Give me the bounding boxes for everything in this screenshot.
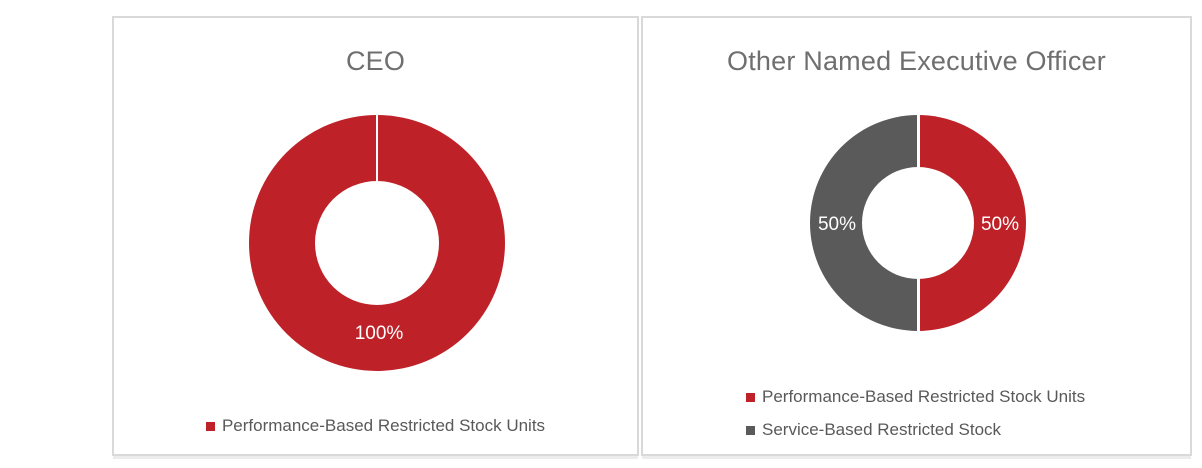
data-label-50pct-performance: 50% xyxy=(980,214,1020,235)
data-label-100pct: 100% xyxy=(354,323,404,344)
donut-chart-ceo xyxy=(249,115,505,371)
donut-hole xyxy=(862,167,974,279)
legend-label: Performance-Based Restricted Stock Units xyxy=(221,416,546,435)
legend-item-performance: Performance-Based Restricted Stock Units xyxy=(746,387,1085,407)
legend-item-performance: Performance-Based Restricted Stock Units xyxy=(205,416,546,436)
legend-item-service: Service-Based Restricted Stock xyxy=(746,420,1085,440)
legend-swatch-red xyxy=(205,421,215,431)
legend-ceo: Performance-Based Restricted Stock Units xyxy=(114,416,637,436)
donut-chart-other-neo xyxy=(810,115,1026,331)
legend-swatch-gray xyxy=(746,425,755,435)
legend-label: Service-Based Restricted Stock xyxy=(762,420,1002,439)
chart-title-other-neo: Other Named Executive Officer xyxy=(727,46,1106,76)
legend-label: Performance-Based Restricted Stock Units xyxy=(762,387,1086,406)
chart-panel-other-neo: Other Named Executive Officer 50% 50% Pe… xyxy=(641,16,1192,456)
legend-other-neo: Performance-Based Restricted Stock Units… xyxy=(746,387,1085,440)
legend-swatch-red xyxy=(746,392,755,402)
chart-panel-ceo: CEO 100% Performance-Based Restricted St… xyxy=(112,16,639,456)
donut-hole xyxy=(315,181,439,305)
slice-gap-line xyxy=(376,115,378,243)
data-label-50pct-service: 50% xyxy=(817,214,857,235)
chart-title-ceo: CEO xyxy=(345,46,406,76)
